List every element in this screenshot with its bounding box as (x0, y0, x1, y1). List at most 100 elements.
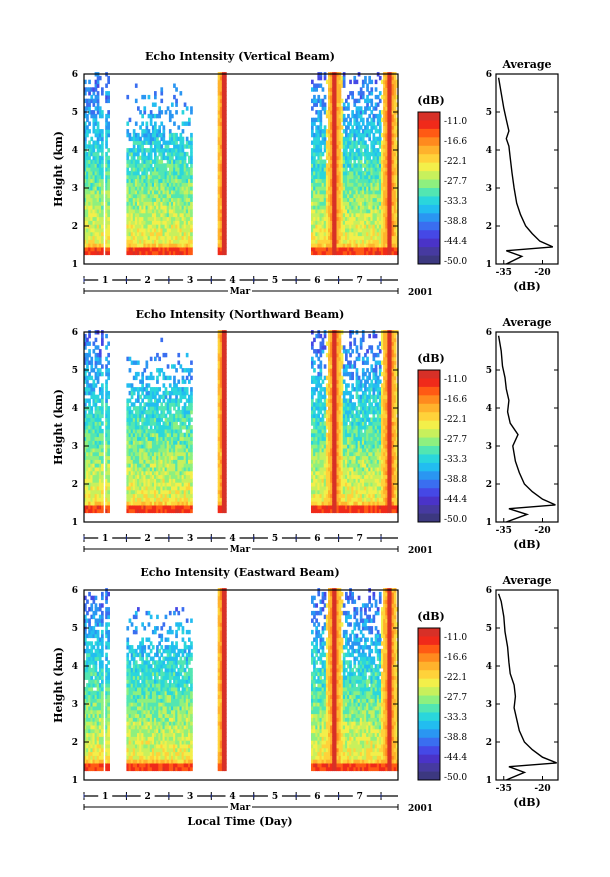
heatmap-cell (385, 208, 388, 214)
heatmap-cell (166, 220, 170, 225)
heatmap-cell (183, 102, 187, 107)
heatmap-cell (219, 364, 223, 369)
heatmap-cell (177, 436, 181, 441)
heatmap-cell (107, 178, 110, 183)
heatmap-cell (345, 212, 348, 218)
heatmap-cell (141, 94, 144, 100)
heatmap-cell (385, 167, 388, 172)
heatmap-cell (338, 110, 342, 115)
heatmap-cell (101, 151, 104, 157)
heatmap-cell (328, 239, 331, 244)
heatmap-cell (336, 227, 340, 233)
heatmap-cell (130, 394, 134, 400)
heatmap-cell (357, 235, 361, 240)
heatmap-cell (391, 239, 395, 244)
heatmap-cell (378, 121, 382, 126)
heatmap-cell (391, 189, 395, 195)
heatmap-cell (378, 193, 382, 199)
heatmap-cell (224, 159, 227, 164)
heatmap-cell (179, 440, 183, 445)
heatmap-cell (325, 216, 329, 221)
heatmap-cell (185, 387, 189, 392)
heatmap-cell (355, 212, 359, 218)
heatmap-cell (149, 478, 153, 483)
heatmap-cell (177, 231, 181, 237)
heatmap-cell (391, 220, 395, 225)
heatmap-cell (92, 436, 96, 441)
heatmap-cell (338, 212, 342, 218)
heatmap-cell (334, 250, 338, 256)
heatmap-cell (164, 436, 168, 441)
heatmap-cell (166, 364, 170, 369)
heatmap-cell (376, 243, 380, 248)
heatmap-cell (190, 447, 193, 453)
heatmap-cell (154, 250, 157, 256)
heatmap-cell (143, 216, 147, 221)
heatmap-cell (105, 409, 108, 415)
heatmap-cell (96, 425, 100, 430)
heatmap-cell (139, 379, 142, 384)
heatmap-cell (355, 224, 359, 229)
heatmap-cell (156, 155, 159, 161)
heatmap-cell (181, 235, 185, 240)
heatmap-cell (96, 493, 100, 498)
heatmap-cell (168, 478, 172, 483)
heatmap-cell (94, 201, 98, 206)
heatmap-cell (383, 151, 386, 157)
heatmap-cell (368, 227, 371, 233)
heatmap-cell (139, 440, 142, 445)
heatmap-cell (101, 394, 104, 400)
heatmap-cell (389, 208, 393, 214)
heatmap-cell (141, 508, 144, 514)
heatmap-cell (357, 140, 361, 145)
heatmap-cell (96, 368, 100, 373)
heatmap-cell (130, 201, 134, 206)
heatmap-cell (179, 182, 183, 187)
heatmap-cell (349, 186, 352, 191)
heatmap-cell (156, 417, 159, 422)
heatmap-cell (162, 125, 166, 130)
heatmap-cell (313, 144, 316, 149)
heatmap-cell (317, 155, 321, 161)
heatmap-cell (338, 159, 342, 164)
heatmap-cell (177, 208, 181, 214)
heatmap-cell (175, 440, 178, 445)
heatmap-cell (126, 482, 130, 487)
heatmap-cell (132, 132, 136, 138)
heatmap-cell (330, 155, 333, 161)
heatmap-cell (160, 239, 164, 244)
heatmap-cell (383, 220, 386, 225)
heatmap-cell (370, 231, 374, 237)
heatmap-cell (376, 212, 380, 218)
heatmap-cell (395, 151, 399, 157)
heatmap-cell (128, 220, 132, 225)
heatmap-cell (395, 239, 399, 244)
heatmap-cell (313, 83, 316, 88)
heatmap-cell (154, 94, 157, 100)
heatmap-cell (101, 455, 104, 460)
heatmap-cell (132, 163, 136, 168)
heatmap-cell (158, 470, 161, 476)
heatmap-cell (381, 132, 384, 138)
heatmap-cell (156, 113, 159, 119)
heatmap-cell (378, 178, 382, 183)
heatmap-cell (171, 432, 174, 438)
heatmap-cell (221, 246, 225, 252)
heatmap-cell (219, 375, 223, 381)
heatmap-cell (86, 117, 89, 123)
heatmap-cell (328, 75, 331, 81)
heatmap-cell (107, 121, 110, 126)
heatmap-cell (98, 113, 102, 119)
heatmap-cell (145, 174, 149, 180)
heatmap-cell (94, 504, 98, 510)
heatmap-cell (151, 250, 155, 256)
heatmap-cell (387, 243, 391, 248)
heatmap-cell (134, 497, 138, 502)
heatmap-cell (145, 197, 149, 202)
heatmap-cell (345, 163, 348, 168)
heatmap-cell (107, 455, 110, 460)
heatmap-cell (342, 205, 346, 210)
heatmap-cell (134, 151, 138, 157)
heatmap-cell (171, 489, 174, 495)
heatmap-cell (351, 110, 354, 115)
